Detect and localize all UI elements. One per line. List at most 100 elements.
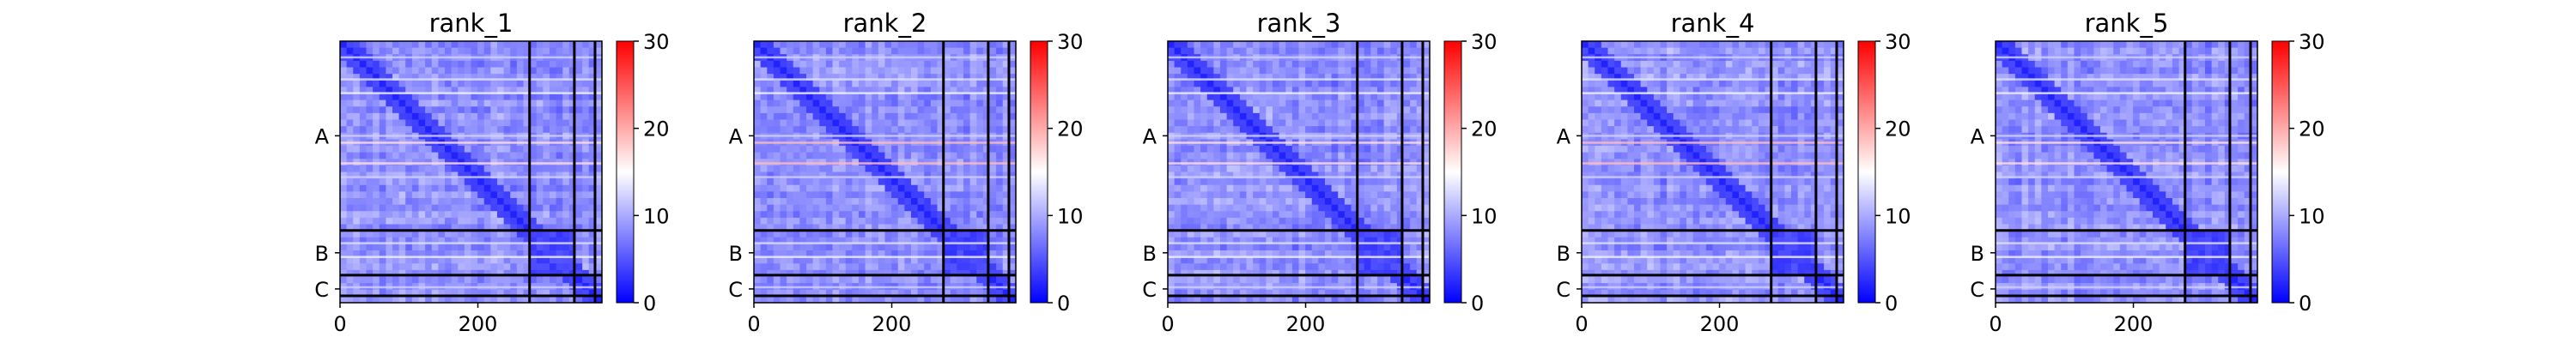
- heatmap-streak: [340, 286, 602, 289]
- heatmap-cell: [787, 250, 794, 258]
- heatmap-cell: [793, 269, 800, 278]
- heatmap-cell: [340, 184, 348, 192]
- heatmap-cell: [1377, 256, 1385, 264]
- heatmap-cell: [957, 276, 964, 284]
- colorbar-tick-label: 30: [1471, 30, 1498, 54]
- heatmap-cell: [1325, 67, 1333, 75]
- heatmap-cell: [1403, 74, 1411, 81]
- heatmap-cell: [1187, 244, 1195, 251]
- heatmap-cell: [386, 263, 393, 271]
- heatmap-cell: [884, 119, 892, 127]
- heatmap-cell: [780, 263, 787, 271]
- heatmap-cell: [982, 126, 991, 134]
- heatmap-cell: [1410, 41, 1418, 49]
- heatmap-cell: [878, 211, 886, 219]
- heatmap-cell: [550, 99, 557, 107]
- heatmap-cell: [516, 80, 525, 87]
- heatmap-cell: [780, 191, 787, 199]
- heatmap-cell: [353, 256, 361, 264]
- heatmap-cell: [982, 263, 991, 271]
- heatmap-cell: [982, 60, 991, 69]
- heatmap-cell: [353, 99, 361, 107]
- heatmap-cell: [497, 152, 505, 159]
- heatmap-cell: [425, 276, 433, 284]
- heatmap-cell: [787, 99, 794, 107]
- heatmap-cell: [1338, 93, 1346, 101]
- heatmap-cell: [819, 191, 827, 199]
- heatmap-cell: [976, 269, 984, 278]
- heatmap-cell: [1253, 47, 1261, 55]
- heatmap-cell: [878, 204, 886, 212]
- heatmap-cell: [865, 99, 872, 107]
- heatmap-cell: [793, 146, 800, 153]
- heatmap-cell: [1370, 289, 1378, 297]
- heatmap-cell: [839, 276, 847, 284]
- heatmap-cell: [1253, 184, 1261, 192]
- heatmap-cell: [839, 263, 847, 271]
- heatmap-cell: [575, 217, 583, 226]
- colorbar-tick-label: 0: [1471, 292, 1484, 316]
- heatmap-cell: [523, 198, 531, 206]
- heatmap-cell: [767, 276, 775, 284]
- heatmap-cell: [359, 204, 368, 212]
- heatmap-cell: [1233, 224, 1241, 232]
- heatmap-cell: [944, 93, 951, 101]
- heatmap-cell: [1285, 67, 1293, 75]
- heatmap-cell: [1174, 172, 1182, 179]
- heatmap-cell: [1253, 112, 1261, 121]
- heatmap-cell: [366, 165, 374, 173]
- heatmap-cell: [471, 47, 478, 55]
- heatmap-cell: [911, 41, 919, 49]
- heatmap-cell: [812, 74, 820, 81]
- heatmap-cell: [483, 119, 491, 127]
- heatmap-cell: [976, 198, 984, 206]
- heatmap-cell: [917, 41, 925, 49]
- heatmap-cell: [411, 191, 420, 199]
- heatmap-cell: [969, 152, 977, 159]
- heatmap-cell: [825, 250, 834, 258]
- heatmap-cell: [451, 106, 459, 114]
- heatmap-cell: [897, 198, 905, 206]
- heatmap-cell: [458, 269, 465, 278]
- heatmap-cell: [819, 106, 827, 114]
- heatmap-cell: [924, 67, 932, 75]
- heatmap-cell: [806, 165, 814, 173]
- heatmap-cell: [1168, 60, 1176, 69]
- heatmap-cell: [1370, 198, 1378, 206]
- heatmap-cell: [483, 178, 491, 186]
- heatmap-cell: [1213, 41, 1221, 49]
- heatmap-cell: [1279, 80, 1286, 87]
- heatmap-streak: [1168, 256, 1430, 258]
- heatmap-cell: [1285, 80, 1293, 87]
- heatmap-cell: [1259, 80, 1267, 87]
- heatmap-cell: [1331, 211, 1339, 219]
- heatmap-cell: [1213, 172, 1221, 179]
- heatmap-cell: [530, 198, 538, 206]
- heatmap-cell: [1220, 119, 1228, 127]
- heatmap-cell: [787, 60, 794, 69]
- heatmap-cell: [543, 60, 550, 69]
- heatmap-cell: [366, 126, 374, 134]
- heatmap-cell: [760, 93, 768, 101]
- heatmap-cell: [516, 67, 525, 75]
- heatmap-cell: [754, 184, 762, 192]
- heatmap-cell: [1338, 126, 1346, 134]
- heatmap-cell: [1416, 289, 1424, 297]
- heatmap-cell: [1325, 198, 1333, 206]
- heatmap-cell: [1002, 263, 1010, 271]
- heatmap-cell: [819, 224, 827, 232]
- heatmap-cell: [957, 198, 964, 206]
- heatmap-cell: [963, 152, 971, 159]
- heatmap-cell: [595, 191, 603, 199]
- heatmap-cell: [490, 60, 498, 69]
- heatmap-cell: [1181, 244, 1188, 251]
- heatmap-cell: [1331, 198, 1339, 206]
- heatmap-cell: [550, 67, 557, 75]
- heatmap-cell: [1318, 231, 1326, 238]
- heatmap-cell: [806, 237, 814, 244]
- heatmap-cell: [562, 152, 570, 159]
- heatmap-cell: [582, 74, 590, 81]
- heatmap-cell: [1582, 41, 1589, 49]
- heatmap-cell: [1351, 126, 1358, 134]
- heatmap-cell: [1311, 60, 1319, 69]
